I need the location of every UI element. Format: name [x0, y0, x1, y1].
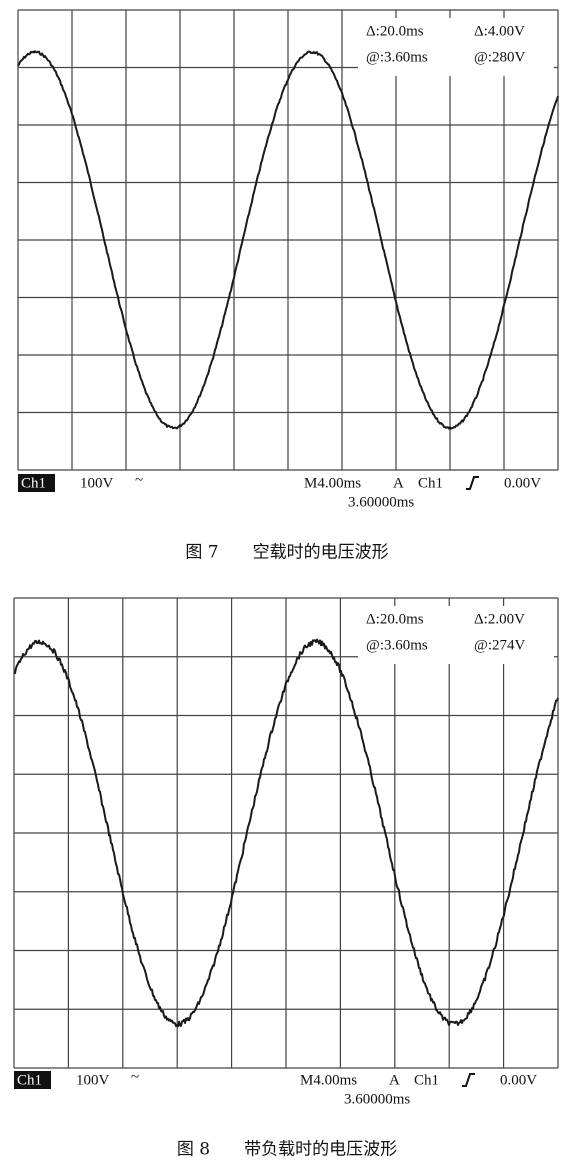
scale: 100V [76, 1072, 110, 1088]
trigger-level: 0.00V [504, 475, 541, 491]
caption: 图 7 空载时的电压波形 [185, 543, 388, 563]
scope-figure: Δ:20.0ms Δ:2.00V @:3.60ms @:274V Ch1 100V ~ M4.… [13, 597, 559, 1160]
trigger-source: Ch1 [414, 1072, 439, 1088]
channel-box [14, 1071, 51, 1089]
trigger-mode: A [393, 475, 404, 491]
readout: Δ:4.00V [474, 23, 525, 39]
trigger-slope [462, 1073, 475, 1087]
readout-box [358, 18, 554, 76]
position: 3.60000ms [348, 494, 414, 510]
trigger-level: 0.00V [500, 1072, 537, 1088]
trigger-mode: A [389, 1072, 400, 1088]
waveform [13, 638, 559, 1028]
readout: @:280V [474, 49, 525, 65]
readout: Δ:20.0ms [366, 611, 424, 627]
trigger-source: Ch1 [418, 475, 443, 491]
caption: 图 8 带负载时的电压波形 [177, 1140, 397, 1160]
readout: @:274V [474, 637, 525, 653]
scale: 100V [80, 475, 114, 491]
timebase: M4.00ms [300, 1072, 357, 1088]
scope-figure: Δ:20.0ms Δ:4.00V @:3.60ms @:280V Ch1 100V ~ M4.… [17, 9, 559, 563]
channel: Ch1 [21, 475, 46, 491]
coupling: ~ [131, 1069, 139, 1085]
timebase: M4.00ms [304, 475, 361, 491]
readout: @:3.60ms [366, 637, 428, 653]
coupling: ~ [135, 472, 143, 488]
channel: Ch1 [17, 1072, 42, 1088]
readout-box [358, 606, 554, 664]
position: 3.60000ms [344, 1091, 410, 1107]
readout: Δ:20.0ms [366, 23, 424, 39]
trigger-slope [466, 476, 479, 490]
readout: Δ:2.00V [474, 611, 525, 627]
channel-box [18, 474, 55, 492]
readout: @:3.60ms [366, 49, 428, 65]
waveform [17, 50, 559, 430]
